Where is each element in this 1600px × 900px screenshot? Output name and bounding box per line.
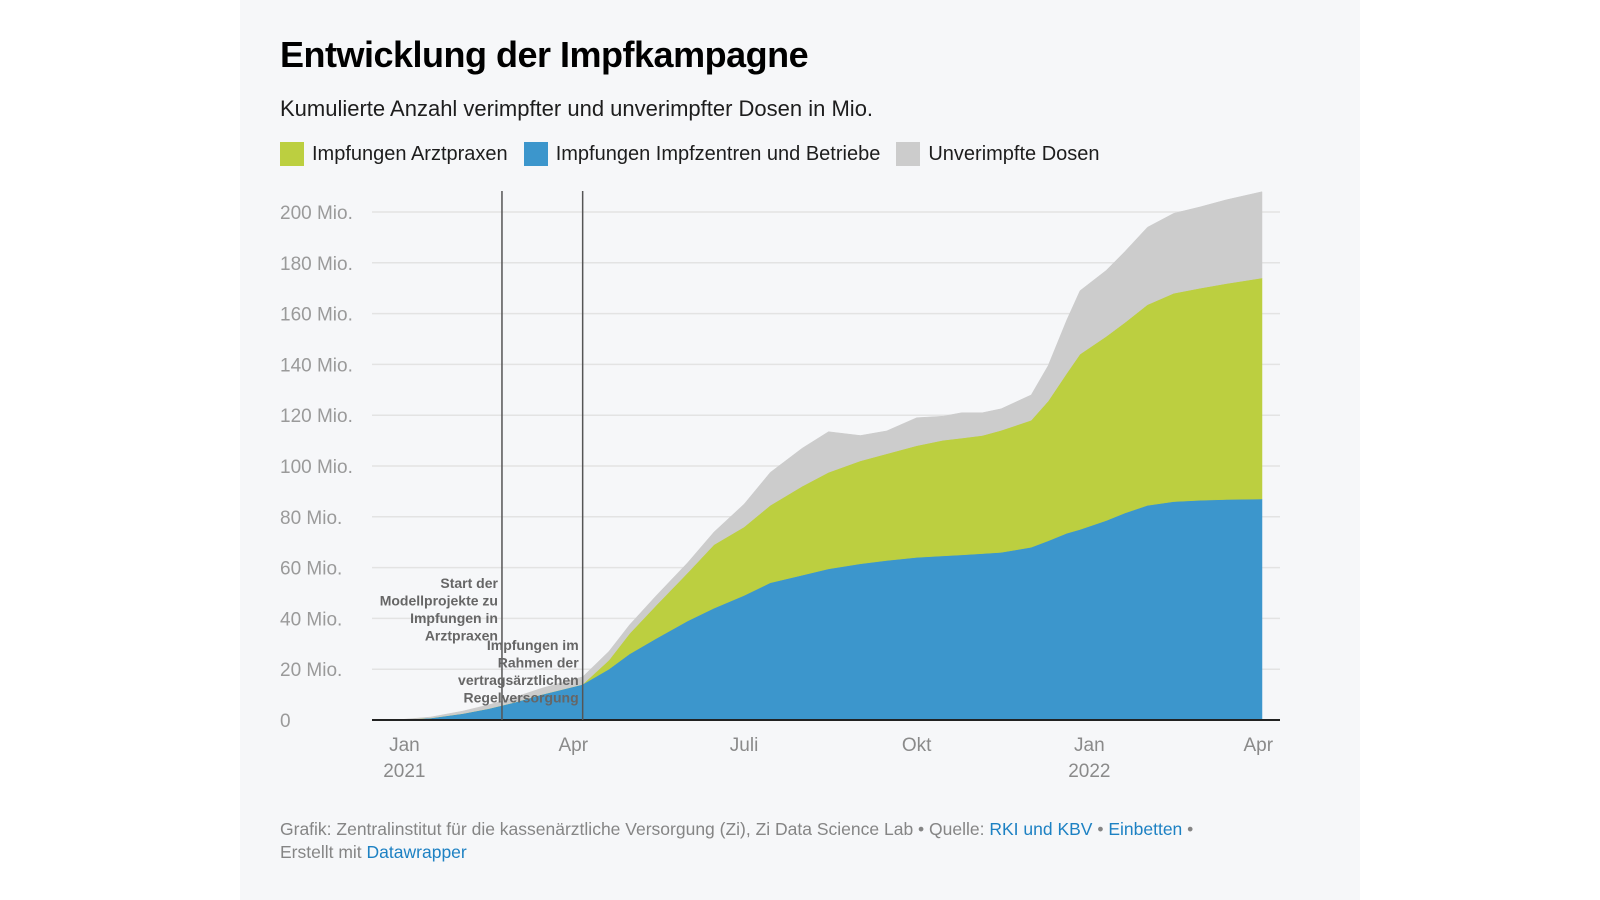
annotation-text: Start der <box>440 575 498 591</box>
annotation-text: Modellprojekte zu <box>380 593 498 609</box>
y-tick-label: 0 <box>280 711 291 732</box>
annotation-text: Impfungen im <box>487 637 579 653</box>
footer-credit: Grafik: Zentralinstitut für die kassenär… <box>280 819 990 839</box>
datawrapper-link[interactable]: Datawrapper <box>366 842 467 862</box>
footer-sep: • <box>1182 819 1194 839</box>
annotation-text: Impfungen in <box>410 610 498 626</box>
y-tick-label: 140 Mio. <box>280 355 353 376</box>
legend-label-arztpraxen: Impfungen Arztpraxen <box>312 142 508 165</box>
annotation-text: Rahmen der <box>498 655 579 671</box>
x-tick-label: Juli <box>730 735 759 756</box>
x-axis: Jan 2021 Apr Juli Okt Jan 2022 Apr <box>372 719 1280 782</box>
x-tick-label: Apr <box>1243 735 1273 756</box>
embed-link[interactable]: Einbetten <box>1108 819 1183 839</box>
x-tick-year-label: 2021 <box>383 761 425 782</box>
y-tick-label: 120 Mio. <box>280 406 353 427</box>
legend-item-impfzentren: Impfungen Impfzentren und Betriebe <box>523 142 881 166</box>
legend-item-unverimpft: Unverimpfte Dosen <box>896 142 1100 166</box>
annotation-text: Arztpraxen <box>425 628 498 644</box>
footer: Grafik: Zentralinstitut für die kassenär… <box>280 818 1290 864</box>
y-tick-label: 100 Mio. <box>280 457 353 478</box>
legend-swatch-unverimpft <box>896 142 921 166</box>
y-tick-label: 200 Mio. <box>280 203 353 224</box>
y-axis: 0 20 Mio. 40 Mio. 60 Mio. 80 Mio. 100 Mio. 120… <box>280 203 353 732</box>
x-tick-label: Jan <box>1074 735 1105 756</box>
legend-swatch-impfzentren <box>523 142 548 166</box>
chart-subtitle: Kumulierte Anzahl verimpfter und unverim… <box>280 96 874 121</box>
y-tick-label: 80 Mio. <box>280 508 342 529</box>
x-tick-label: Apr <box>558 735 588 756</box>
y-tick-label: 40 Mio. <box>280 609 342 630</box>
footer-created: Erstellt mit <box>280 842 367 862</box>
annotation-text: Regelversorgung <box>464 690 579 706</box>
y-tick-label: 160 Mio. <box>280 305 353 326</box>
x-tick-label: Jan <box>389 735 420 756</box>
legend-label-impfzentren: Impfungen Impfzentren und Betriebe <box>555 142 881 165</box>
legend: Impfungen Arztpraxen Impfungen Impfzentr… <box>280 142 1116 166</box>
legend-label-unverimpft: Unverimpfte Dosen <box>928 142 1100 165</box>
legend-item-arztpraxen: Impfungen Arztpraxen <box>280 142 508 166</box>
area-unverimpfte-dosen <box>394 191 1263 721</box>
annotation-text: vertragsärztlichen <box>458 672 579 688</box>
chart-title: Entwicklung der Impfkampagne <box>280 34 809 75</box>
x-tick-label: Okt <box>902 735 932 756</box>
y-tick-label: 20 Mio. <box>280 660 342 681</box>
y-tick-label: 60 Mio. <box>280 559 342 580</box>
legend-swatch-arztpraxen <box>280 142 304 166</box>
source-link[interactable]: RKI und KBV <box>989 819 1093 839</box>
y-tick-label: 180 Mio. <box>280 254 353 275</box>
x-tick-year-label: 2022 <box>1068 761 1110 782</box>
footer-sep: • <box>1092 819 1109 839</box>
